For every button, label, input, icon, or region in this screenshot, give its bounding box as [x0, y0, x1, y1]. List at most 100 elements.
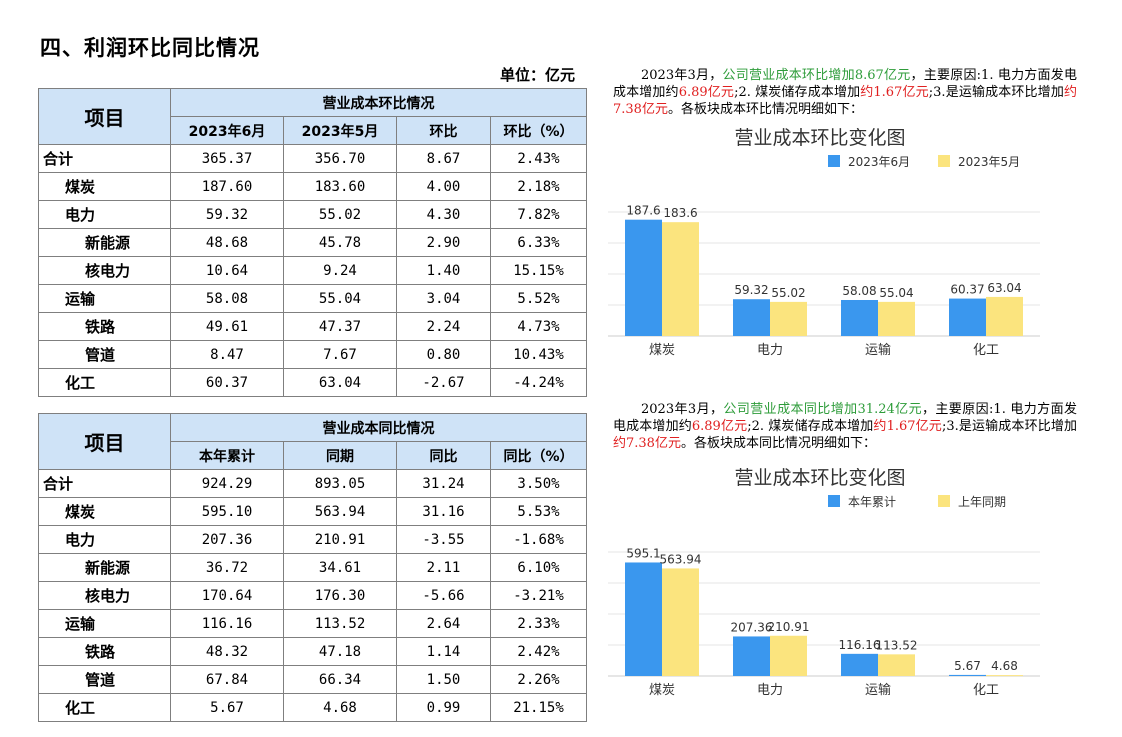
- bar: [841, 299, 878, 336]
- row-value: 21.15%: [490, 693, 587, 722]
- row-name: 合计: [38, 469, 171, 498]
- row-value: -3.21%: [490, 581, 587, 610]
- row-name: 化工: [38, 693, 171, 722]
- group-header: 营业成本环比情况: [170, 88, 587, 117]
- row-value: 34.61: [283, 553, 397, 582]
- row-name: 电力: [38, 200, 171, 229]
- row-name: 煤炭: [38, 497, 171, 526]
- table-row: 新能源 36.72 34.61 2.11 6.10%: [38, 553, 587, 582]
- row-value: 49.61: [170, 312, 284, 341]
- summary-highlight: 约1.67亿元: [873, 419, 942, 434]
- row-value: 0.80: [396, 340, 491, 369]
- row-value: 63.04: [283, 368, 397, 397]
- summary-text: ;2. 煤炭储存成本增加: [734, 85, 861, 100]
- group-header: 营业成本同比情况: [170, 413, 587, 442]
- row-value: 31.24: [396, 469, 491, 498]
- bar: [878, 301, 915, 336]
- legend-label: 上年同期: [958, 495, 1006, 509]
- row-value: 207.36: [170, 525, 284, 554]
- summary-text: 。各板块成本环比情况明细如下：: [667, 102, 863, 117]
- table-row: 运输 58.08 55.04 3.04 5.52%: [38, 284, 587, 313]
- table-row: 运输 116.16 113.52 2.64 2.33%: [38, 609, 587, 638]
- bar: [770, 635, 807, 676]
- column-header: 同比（%）: [490, 441, 587, 470]
- row-value: 55.02: [283, 200, 397, 229]
- column-header: 同期: [283, 441, 397, 470]
- row-value: 1.40: [396, 256, 491, 285]
- summary-highlight: 6.89亿元: [691, 419, 748, 434]
- cost-yoy-table: 项目 营业成本同比情况 本年累计 同期 同比 同比（%） 合计 924.29 893…: [38, 413, 587, 722]
- row-value: 6.33%: [490, 228, 587, 257]
- summary-text: 2023年3月，: [641, 68, 723, 83]
- row-name: 电力: [38, 525, 171, 554]
- column-header: 2023年6月: [170, 116, 284, 145]
- row-value: 356.70: [283, 144, 397, 173]
- data-label: 59.32: [734, 283, 768, 297]
- legend-swatch: [938, 155, 950, 167]
- summary-text: ;3.是运输成本环比增加: [928, 85, 1064, 100]
- legend-swatch: [938, 495, 950, 507]
- row-value: 5.67: [170, 693, 284, 722]
- bar: [662, 568, 699, 676]
- bar: [662, 222, 699, 336]
- row-name: 核电力: [38, 256, 171, 285]
- summary-text: ，主要原因:1. 电力方面发电成本增加约: [613, 402, 1078, 434]
- data-label: 187.6: [626, 204, 660, 218]
- row-value: 59.32: [170, 200, 284, 229]
- row-value: 15.15%: [490, 256, 587, 285]
- data-label: 113.52: [876, 638, 918, 652]
- column-header: 本年累计: [170, 441, 284, 470]
- bar: [841, 653, 878, 676]
- chart-title: 营业成本环比变化图: [734, 467, 905, 489]
- row-value: 4.00: [396, 172, 491, 201]
- row-name: 管道: [38, 665, 171, 694]
- row-name: 铁路: [38, 637, 171, 666]
- row-value: 47.37: [283, 312, 397, 341]
- row-name: 运输: [38, 609, 171, 638]
- summary-text: ;3.是运输成本环比增加: [941, 419, 1077, 434]
- row-value: 7.82%: [490, 200, 587, 229]
- row-value: 2.64: [396, 609, 491, 638]
- row-value: 0.99: [396, 693, 491, 722]
- table-row: 合计 924.29 893.05 31.24 3.50%: [38, 469, 587, 498]
- column-header: 2023年5月: [283, 116, 397, 145]
- table-row: 管道 8.47 7.67 0.80 10.43%: [38, 340, 587, 369]
- category-label: 电力: [757, 683, 783, 698]
- row-value: 116.16: [170, 609, 284, 638]
- summary-highlight: 公司营业成本同比增加31.24亿元: [723, 402, 922, 417]
- row-value: 6.10%: [490, 553, 587, 582]
- category-label: 化工: [973, 683, 999, 698]
- legend-label: 2023年5月: [958, 155, 1020, 169]
- data-label: 207.36: [731, 620, 773, 634]
- item-header: 项目: [38, 413, 171, 470]
- row-name: 管道: [38, 340, 171, 369]
- summary-highlight: 约7.38亿元: [613, 436, 681, 451]
- data-label: 4.68: [991, 659, 1018, 673]
- bar: [986, 675, 1023, 677]
- row-value: 2.42%: [490, 637, 587, 666]
- row-name: 煤炭: [38, 172, 171, 201]
- data-label: 116.16: [839, 638, 881, 652]
- bar: [878, 654, 915, 676]
- bar: [770, 301, 807, 336]
- summary-text: ;2. 煤炭储存成本增加: [747, 419, 874, 434]
- row-value: 8.47: [170, 340, 284, 369]
- table-row: 核电力 170.64 176.30 -5.66 -3.21%: [38, 581, 587, 610]
- category-label: 电力: [757, 343, 783, 358]
- table-row: 煤炭 595.10 563.94 31.16 5.53%: [38, 497, 587, 526]
- row-value: 2.43%: [490, 144, 587, 173]
- unit-label: 单位：亿元: [500, 66, 576, 84]
- row-name: 合计: [38, 144, 171, 173]
- row-value: 893.05: [283, 469, 397, 498]
- legend-label: 本年累计: [848, 495, 896, 509]
- row-value: 2.24: [396, 312, 491, 341]
- bar: [986, 296, 1023, 336]
- row-value: -5.66: [396, 581, 491, 610]
- row-value: 3.50%: [490, 469, 587, 498]
- row-value: 7.67: [283, 340, 397, 369]
- row-value: 563.94: [283, 497, 397, 526]
- summary-mom: 2023年3月，公司营业成本环比增加8.67亿元，主要原因:1. 电力方面发电成…: [613, 67, 1077, 118]
- row-value: 2.33%: [490, 609, 587, 638]
- legend-label: 2023年6月: [848, 155, 910, 169]
- summary-highlight: 约1.67亿元: [860, 85, 929, 100]
